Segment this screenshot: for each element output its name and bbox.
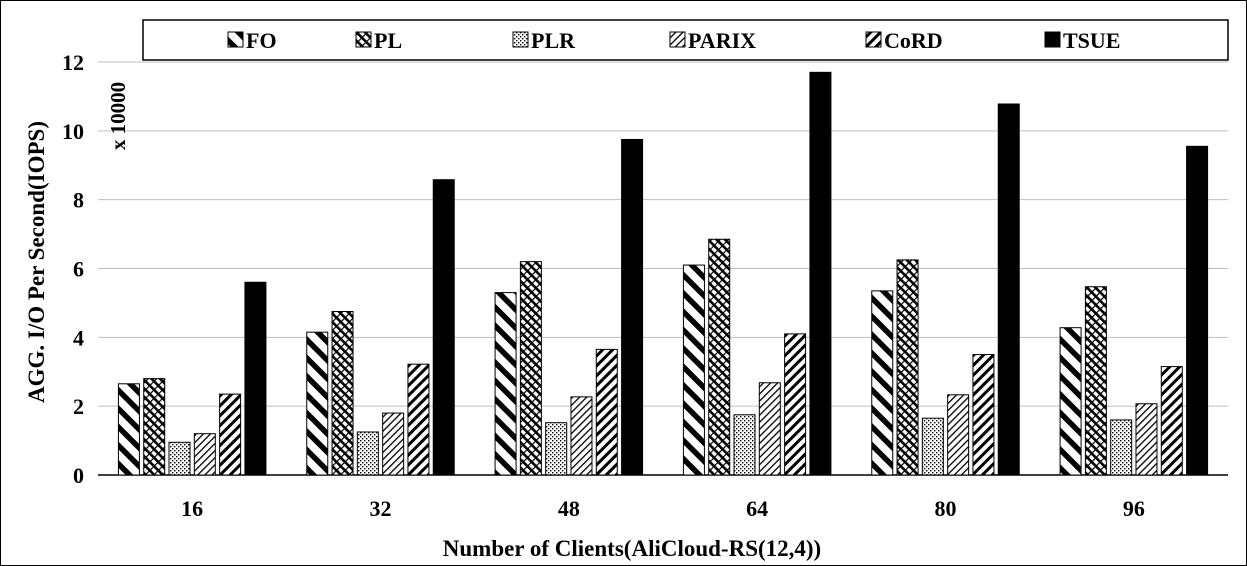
- bar-parix-16: [193, 433, 216, 476]
- bar-parix-32: [382, 412, 405, 476]
- bar-plr-64: [733, 414, 756, 476]
- bar-plr-80: [921, 417, 944, 476]
- gridlines: [98, 61, 1228, 476]
- x-tick-label: 32: [370, 496, 392, 521]
- y-tick-label: 2: [73, 394, 84, 419]
- legend-label-plr: PLR: [531, 28, 576, 53]
- bar-plr-16: [168, 441, 191, 476]
- bar-pl-96: [1084, 286, 1107, 476]
- bar-cord-96: [1160, 366, 1183, 476]
- legend-label-tsue: TSUE: [1063, 28, 1120, 53]
- bar-pl-64: [708, 238, 731, 476]
- x-tick-label: 80: [935, 496, 957, 521]
- bar-fo-80: [871, 290, 894, 476]
- bars: [117, 71, 1209, 476]
- y-axis-multiplier: x 10000: [106, 82, 130, 150]
- bar-plr-48: [545, 422, 568, 476]
- legend-label-fo: FO: [246, 28, 277, 53]
- bar-tsue-80: [997, 103, 1020, 476]
- bar-parix-96: [1135, 403, 1158, 476]
- legend-swatch-fo: [227, 31, 244, 48]
- bar-tsue-48: [621, 138, 644, 476]
- y-tick-label: 12: [62, 50, 84, 75]
- legend-swatch-pl: [355, 31, 372, 48]
- bar-pl-16: [143, 378, 166, 476]
- bar-parix-80: [947, 394, 970, 476]
- y-tick-label: 10: [62, 119, 84, 144]
- legend-swatch-cord: [865, 31, 882, 48]
- x-tick-labels: 16 32 48 64 80 96: [181, 496, 1145, 521]
- bar-tsue-32: [432, 179, 455, 476]
- y-tick-label: 8: [73, 188, 84, 213]
- x-tick-label: 96: [1123, 496, 1145, 521]
- y-tick-label: 6: [73, 257, 84, 282]
- y-tick-labels: 0 2 4 6 8 10 12: [62, 50, 84, 488]
- bar-cord-48: [595, 348, 618, 476]
- legend-swatch-tsue: [1044, 31, 1061, 48]
- legend-label-pl: PL: [374, 28, 402, 53]
- bar-fo-96: [1059, 327, 1082, 476]
- legend: FO PL PLR PARIX CoRD TSUE: [142, 19, 1229, 61]
- bar-tsue-96: [1186, 145, 1209, 476]
- bar-fo-48: [494, 292, 517, 476]
- bar-cord-16: [219, 393, 242, 476]
- bar-tsue-16: [244, 281, 267, 476]
- bar-fo-64: [682, 264, 705, 476]
- y-tick-label: 0: [73, 463, 84, 488]
- bar-pl-80: [896, 259, 919, 476]
- bar-parix-48: [570, 396, 593, 476]
- x-tick-label: 48: [558, 496, 580, 521]
- y-axis-title: AGG. I/O Per Second(IOPS): [24, 121, 49, 403]
- x-tick-label: 64: [746, 496, 768, 521]
- bar-parix-64: [758, 382, 781, 476]
- legend-label-cord: CoRD: [884, 28, 943, 53]
- y-tick-label: 4: [73, 325, 84, 350]
- bar-pl-48: [519, 261, 542, 476]
- bar-fo-16: [117, 383, 140, 476]
- bar-plr-32: [356, 431, 379, 476]
- bar-plr-96: [1110, 419, 1133, 476]
- bar-pl-32: [331, 311, 354, 476]
- legend-swatch-parix: [669, 31, 686, 48]
- legend-label-parix: PARIX: [688, 28, 756, 53]
- bar-cord-32: [407, 363, 430, 476]
- bar-tsue-64: [809, 71, 832, 476]
- x-axis-title: Number of Clients(AliCloud-RS(12,4)): [443, 536, 821, 561]
- bar-cord-64: [784, 333, 807, 476]
- bar-cord-80: [972, 354, 995, 476]
- legend-swatch-plr: [512, 31, 529, 48]
- x-tick-label: 16: [181, 496, 203, 521]
- bar-fo-32: [306, 331, 329, 476]
